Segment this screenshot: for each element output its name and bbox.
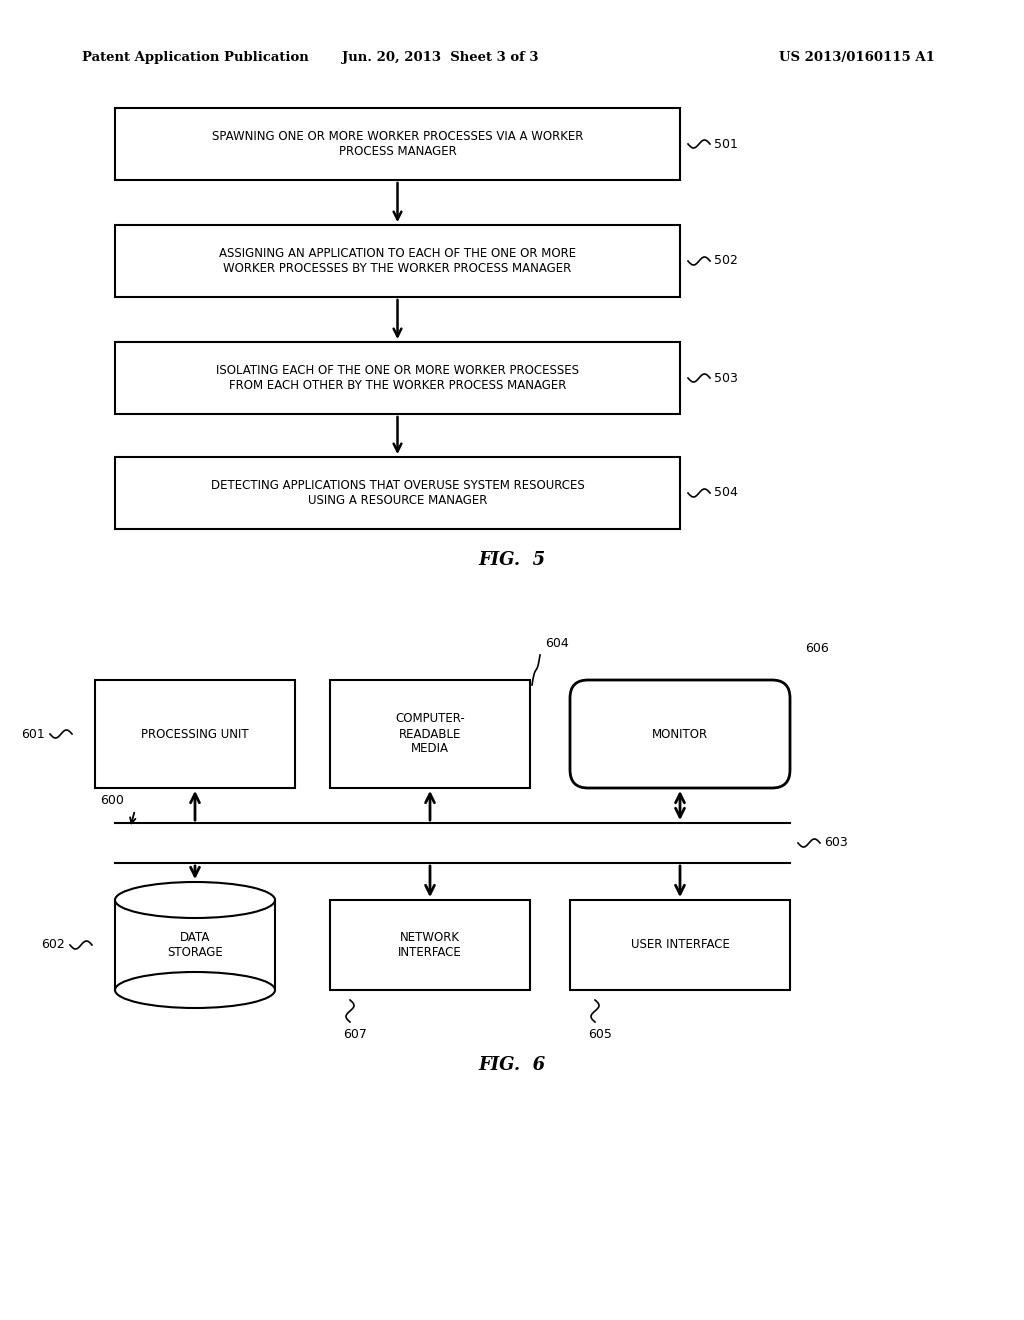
Bar: [115, 224, 680, 297]
Bar: [570, 900, 790, 990]
Bar: [115, 108, 680, 180]
FancyBboxPatch shape: [570, 680, 790, 788]
Bar: [115, 342, 680, 414]
Text: 607: 607: [343, 1028, 367, 1041]
Text: 600: 600: [100, 793, 124, 807]
Text: Jun. 20, 2013  Sheet 3 of 3: Jun. 20, 2013 Sheet 3 of 3: [342, 50, 539, 63]
Bar: [95, 680, 295, 788]
Text: MONITOR: MONITOR: [652, 727, 708, 741]
Text: COMPUTER-
READABLE
MEDIA: COMPUTER- READABLE MEDIA: [395, 713, 465, 755]
Ellipse shape: [115, 972, 275, 1008]
Bar: [115, 457, 680, 529]
Bar: [330, 900, 530, 990]
Ellipse shape: [115, 882, 275, 917]
Text: NETWORK
INTERFACE: NETWORK INTERFACE: [398, 931, 462, 960]
Bar: [330, 680, 530, 788]
Text: 605: 605: [588, 1028, 612, 1041]
Text: SPAWNING ONE OR MORE WORKER PROCESSES VIA A WORKER
PROCESS MANAGER: SPAWNING ONE OR MORE WORKER PROCESSES VI…: [212, 129, 584, 158]
Text: 501: 501: [714, 137, 738, 150]
Text: 601: 601: [22, 727, 45, 741]
Text: 602: 602: [41, 939, 65, 952]
Text: 606: 606: [805, 642, 828, 655]
Text: 503: 503: [714, 371, 738, 384]
Text: 603: 603: [824, 837, 848, 850]
Text: US 2013/0160115 A1: US 2013/0160115 A1: [779, 50, 935, 63]
Text: DATA
STORAGE: DATA STORAGE: [167, 931, 223, 960]
Text: 604: 604: [545, 638, 568, 649]
Text: ISOLATING EACH OF THE ONE OR MORE WORKER PROCESSES
FROM EACH OTHER BY THE WORKER: ISOLATING EACH OF THE ONE OR MORE WORKER…: [216, 364, 579, 392]
Text: 502: 502: [714, 255, 738, 268]
Bar: [115, 900, 275, 990]
Text: FIG.  5: FIG. 5: [478, 550, 546, 569]
Text: 504: 504: [714, 487, 738, 499]
Text: PROCESSING UNIT: PROCESSING UNIT: [141, 727, 249, 741]
Text: USER INTERFACE: USER INTERFACE: [631, 939, 729, 952]
Text: ASSIGNING AN APPLICATION TO EACH OF THE ONE OR MORE
WORKER PROCESSES BY THE WORK: ASSIGNING AN APPLICATION TO EACH OF THE …: [219, 247, 577, 275]
Text: DETECTING APPLICATIONS THAT OVERUSE SYSTEM RESOURCES
USING A RESOURCE MANAGER: DETECTING APPLICATIONS THAT OVERUSE SYST…: [211, 479, 585, 507]
Text: FIG.  6: FIG. 6: [478, 1056, 546, 1074]
Text: Patent Application Publication: Patent Application Publication: [82, 50, 309, 63]
